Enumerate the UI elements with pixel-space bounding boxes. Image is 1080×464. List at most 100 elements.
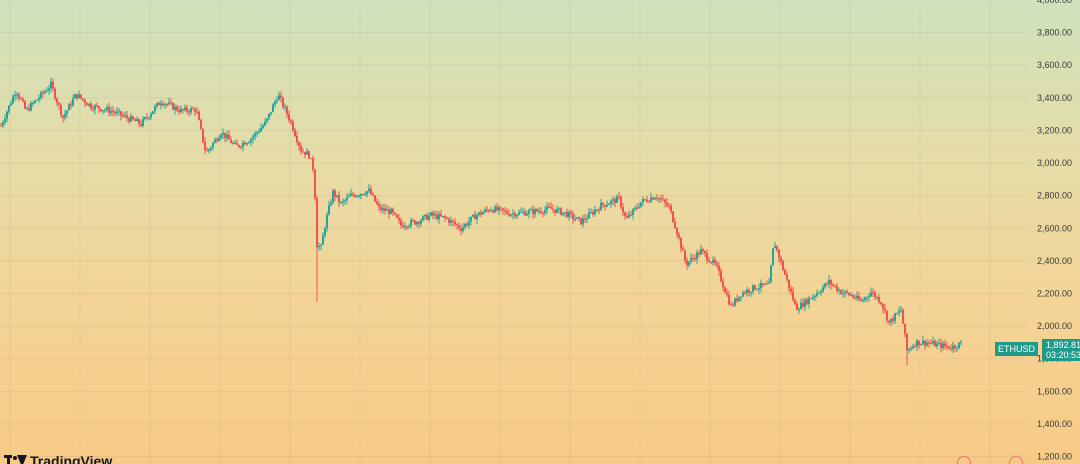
candle-down — [488, 210, 490, 212]
candle-up — [434, 214, 436, 216]
candle-down — [108, 107, 110, 113]
candle-up — [264, 121, 266, 126]
candle-down — [240, 146, 242, 148]
candle-up — [960, 341, 962, 343]
candle-up — [32, 102, 34, 104]
candle-up — [894, 313, 896, 321]
candle-up — [328, 205, 330, 215]
candle-up — [360, 193, 362, 196]
candle-up — [232, 142, 234, 144]
candle-down — [514, 213, 516, 217]
candle-down — [806, 299, 808, 305]
candle-down — [316, 198, 318, 248]
candle-up — [190, 108, 192, 113]
candle-up — [494, 206, 496, 213]
candle-up — [922, 340, 924, 344]
candle-down — [886, 310, 888, 321]
candle-down — [592, 211, 594, 215]
candle-up — [174, 106, 176, 110]
candle-down — [624, 212, 626, 217]
candle-up — [250, 139, 252, 143]
candle-down — [668, 205, 670, 207]
candle-up — [234, 142, 236, 144]
candle-down — [714, 259, 716, 264]
candle-down — [166, 104, 168, 106]
candle-up — [184, 107, 186, 111]
candle-up — [820, 291, 822, 293]
candle-up — [44, 91, 46, 94]
candle-down — [930, 343, 932, 345]
price-tag-last-price: 1,892.81 — [1046, 340, 1080, 350]
y-tick-label: 2,200.00 — [1037, 288, 1072, 298]
candle-down — [792, 291, 794, 300]
candle-down — [604, 204, 606, 207]
candle-up — [742, 292, 744, 297]
candle-up — [26, 108, 28, 110]
candle-down — [492, 210, 494, 213]
candle-down — [878, 297, 880, 303]
candle-down — [370, 188, 372, 195]
candle-up — [408, 225, 410, 227]
candle-down — [918, 340, 920, 346]
candle-up — [424, 214, 426, 217]
candle-up — [696, 252, 698, 260]
candle-up — [94, 105, 96, 110]
candle-up — [160, 103, 162, 106]
candles — [0, 77, 962, 366]
candle-down — [826, 283, 828, 285]
candle-down — [698, 252, 700, 255]
candle-down — [354, 195, 356, 197]
candle-down — [480, 212, 482, 215]
candle-down — [396, 214, 398, 218]
candle-down — [846, 291, 848, 293]
candle-down — [406, 226, 408, 228]
candle-up — [938, 342, 940, 344]
candle-up — [600, 202, 602, 211]
candle-down — [308, 151, 310, 159]
candle-up — [920, 343, 922, 346]
candle-up — [760, 283, 762, 289]
candle-up — [712, 259, 714, 263]
tradingview-logo[interactable]: TradingView — [4, 453, 112, 464]
candle-down — [392, 208, 394, 213]
settings-icon[interactable] — [957, 456, 971, 464]
y-tick-label: 2,400.00 — [1037, 256, 1072, 266]
candle-down — [374, 195, 376, 202]
candle-down — [680, 237, 682, 249]
candle-down — [666, 202, 668, 206]
candle-up — [516, 214, 518, 217]
alert-icon[interactable] — [1009, 456, 1023, 464]
candle-up — [252, 136, 254, 140]
candle-up — [168, 102, 170, 105]
candle-down — [380, 206, 382, 211]
candle-up — [750, 291, 752, 293]
candle-up — [510, 214, 512, 216]
candle-up — [824, 283, 826, 288]
candle-down — [550, 207, 552, 209]
candle-down — [830, 279, 832, 285]
candle-up — [804, 299, 806, 307]
candle-up — [102, 110, 104, 112]
candle-down — [126, 115, 128, 119]
candle-down — [532, 209, 534, 215]
price-tag-box: 1,892.81 03:20:53 — [1042, 339, 1080, 361]
candle-up — [78, 94, 80, 99]
candle-down — [620, 196, 622, 208]
candle-up — [538, 211, 540, 213]
candle-down — [692, 257, 694, 259]
candle-down — [18, 94, 20, 99]
y-tick-label: 1,600.00 — [1037, 386, 1072, 396]
candle-down — [114, 112, 116, 114]
candle-up — [246, 143, 248, 145]
candle-down — [76, 94, 78, 99]
candle-down — [788, 279, 790, 289]
candle-up — [124, 115, 126, 117]
candle-down — [486, 209, 488, 211]
candle-up — [242, 142, 244, 147]
y-tick-label: 3,400.00 — [1037, 93, 1072, 103]
candle-down — [718, 265, 720, 272]
candle-down — [914, 346, 916, 348]
candle-up — [142, 118, 144, 126]
